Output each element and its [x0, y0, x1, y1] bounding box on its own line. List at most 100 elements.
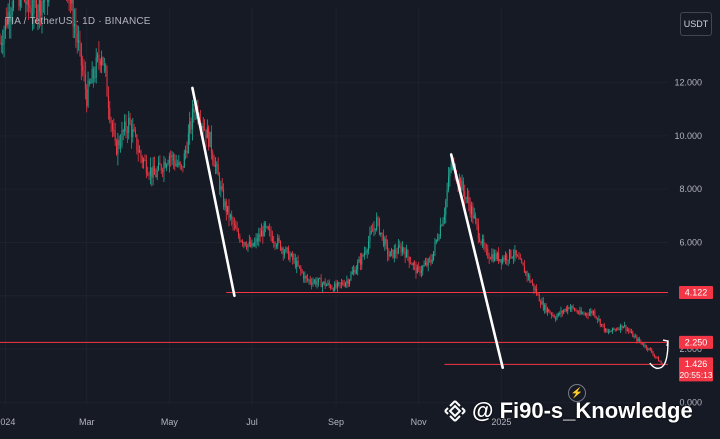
candle-body: [162, 170, 164, 172]
candle-body: [450, 163, 452, 170]
candle-body: [488, 257, 490, 259]
candle-body: [637, 338, 639, 342]
candle-body: [267, 226, 269, 230]
candle-body: [220, 186, 222, 190]
candle-body: [129, 117, 131, 125]
candle-body: [98, 54, 100, 61]
candle-body: [74, 24, 76, 27]
candle-body: [298, 265, 300, 267]
candle-body: [212, 152, 214, 161]
candle-body: [109, 108, 111, 120]
candle-body: [0, 42, 2, 45]
candle-body: [572, 306, 574, 309]
candle-body: [75, 24, 77, 34]
candle-body: [388, 254, 390, 257]
candle-body: [399, 245, 401, 247]
candle-body: [87, 80, 89, 106]
candle-body: [300, 266, 302, 271]
candle-body: [330, 285, 332, 289]
grid: [0, 8, 668, 405]
candle-body: [529, 275, 531, 282]
candle-body: [429, 259, 431, 260]
candle-body: [639, 338, 641, 342]
candle-body: [651, 349, 653, 353]
candle-body: [426, 262, 428, 266]
candle-body: [576, 310, 578, 313]
candle-body: [369, 232, 371, 242]
candle-body: [446, 189, 448, 201]
price-tag: [679, 286, 713, 300]
candle-body: [617, 328, 619, 330]
candle-body: [641, 342, 643, 345]
candle-body: [120, 145, 122, 146]
candle-body: [141, 157, 143, 163]
lightning-icon[interactable]: ⚡: [568, 384, 586, 402]
x-tick-label: Jul: [246, 417, 258, 427]
trend-lines: [191, 86, 669, 370]
candle-body: [598, 319, 600, 320]
candle-body: [575, 310, 577, 312]
candle-body: [439, 225, 441, 237]
candle-body: [308, 279, 310, 281]
candle-body: [334, 283, 336, 291]
candle-body: [336, 282, 338, 288]
candle-body: [266, 226, 268, 228]
candle-body: [555, 317, 557, 320]
candle-body: [404, 251, 406, 258]
candle-body: [258, 234, 260, 242]
candle-body: [588, 312, 590, 316]
candle-body: [274, 242, 276, 246]
candle-body: [84, 74, 86, 90]
x-tick-label: Sep: [328, 417, 344, 427]
candle-body: [335, 283, 337, 288]
candle-body: [584, 313, 586, 315]
candle-body: [564, 308, 566, 311]
candle-body: [492, 254, 494, 261]
candle-body: [376, 217, 378, 230]
time-axis[interactable]: 2024 Mar May Jul Sep Nov 2025: [0, 417, 511, 427]
candle-body: [273, 241, 275, 243]
candle-body: [36, 0, 38, 18]
candle-body: [468, 196, 470, 205]
candle-body: [606, 328, 608, 333]
candle-body: [385, 238, 387, 244]
candle-body: [542, 301, 544, 310]
candle-body: [469, 204, 471, 215]
candle-body: [137, 150, 139, 153]
candle-body: [288, 248, 290, 260]
candle-body: [343, 284, 345, 286]
candle-body: [422, 266, 424, 271]
candle-body: [248, 241, 250, 245]
candle-body: [72, 0, 74, 27]
candle-body: [571, 306, 573, 308]
candle-body: [323, 281, 325, 284]
candle-body: [649, 347, 651, 350]
candle-body: [29, 5, 31, 8]
candle-body: [415, 264, 417, 274]
candle-body: [533, 283, 535, 290]
candle-body: [313, 280, 315, 282]
candle-body: [620, 324, 622, 330]
candle-body: [26, 0, 28, 5]
candle-body: [237, 231, 239, 237]
candle-body: [514, 250, 516, 256]
candle-body: [602, 324, 604, 325]
candle-body: [293, 258, 295, 260]
candle-body: [427, 259, 429, 266]
currency-button[interactable]: USDT: [680, 12, 712, 36]
candle-body: [83, 70, 85, 75]
candle-body: [553, 315, 555, 318]
candle-body: [491, 254, 493, 260]
candle-body: [477, 224, 479, 238]
candle-body: [152, 165, 154, 178]
y-tick-label: 8.000: [679, 184, 702, 194]
candle-body: [263, 223, 265, 237]
candle-body: [599, 319, 601, 326]
candle-body: [185, 150, 187, 154]
candle-body: [605, 328, 607, 331]
candle-body: [18, 0, 20, 7]
x-tick-label: 2024: [0, 417, 15, 427]
candle-body: [431, 259, 433, 263]
